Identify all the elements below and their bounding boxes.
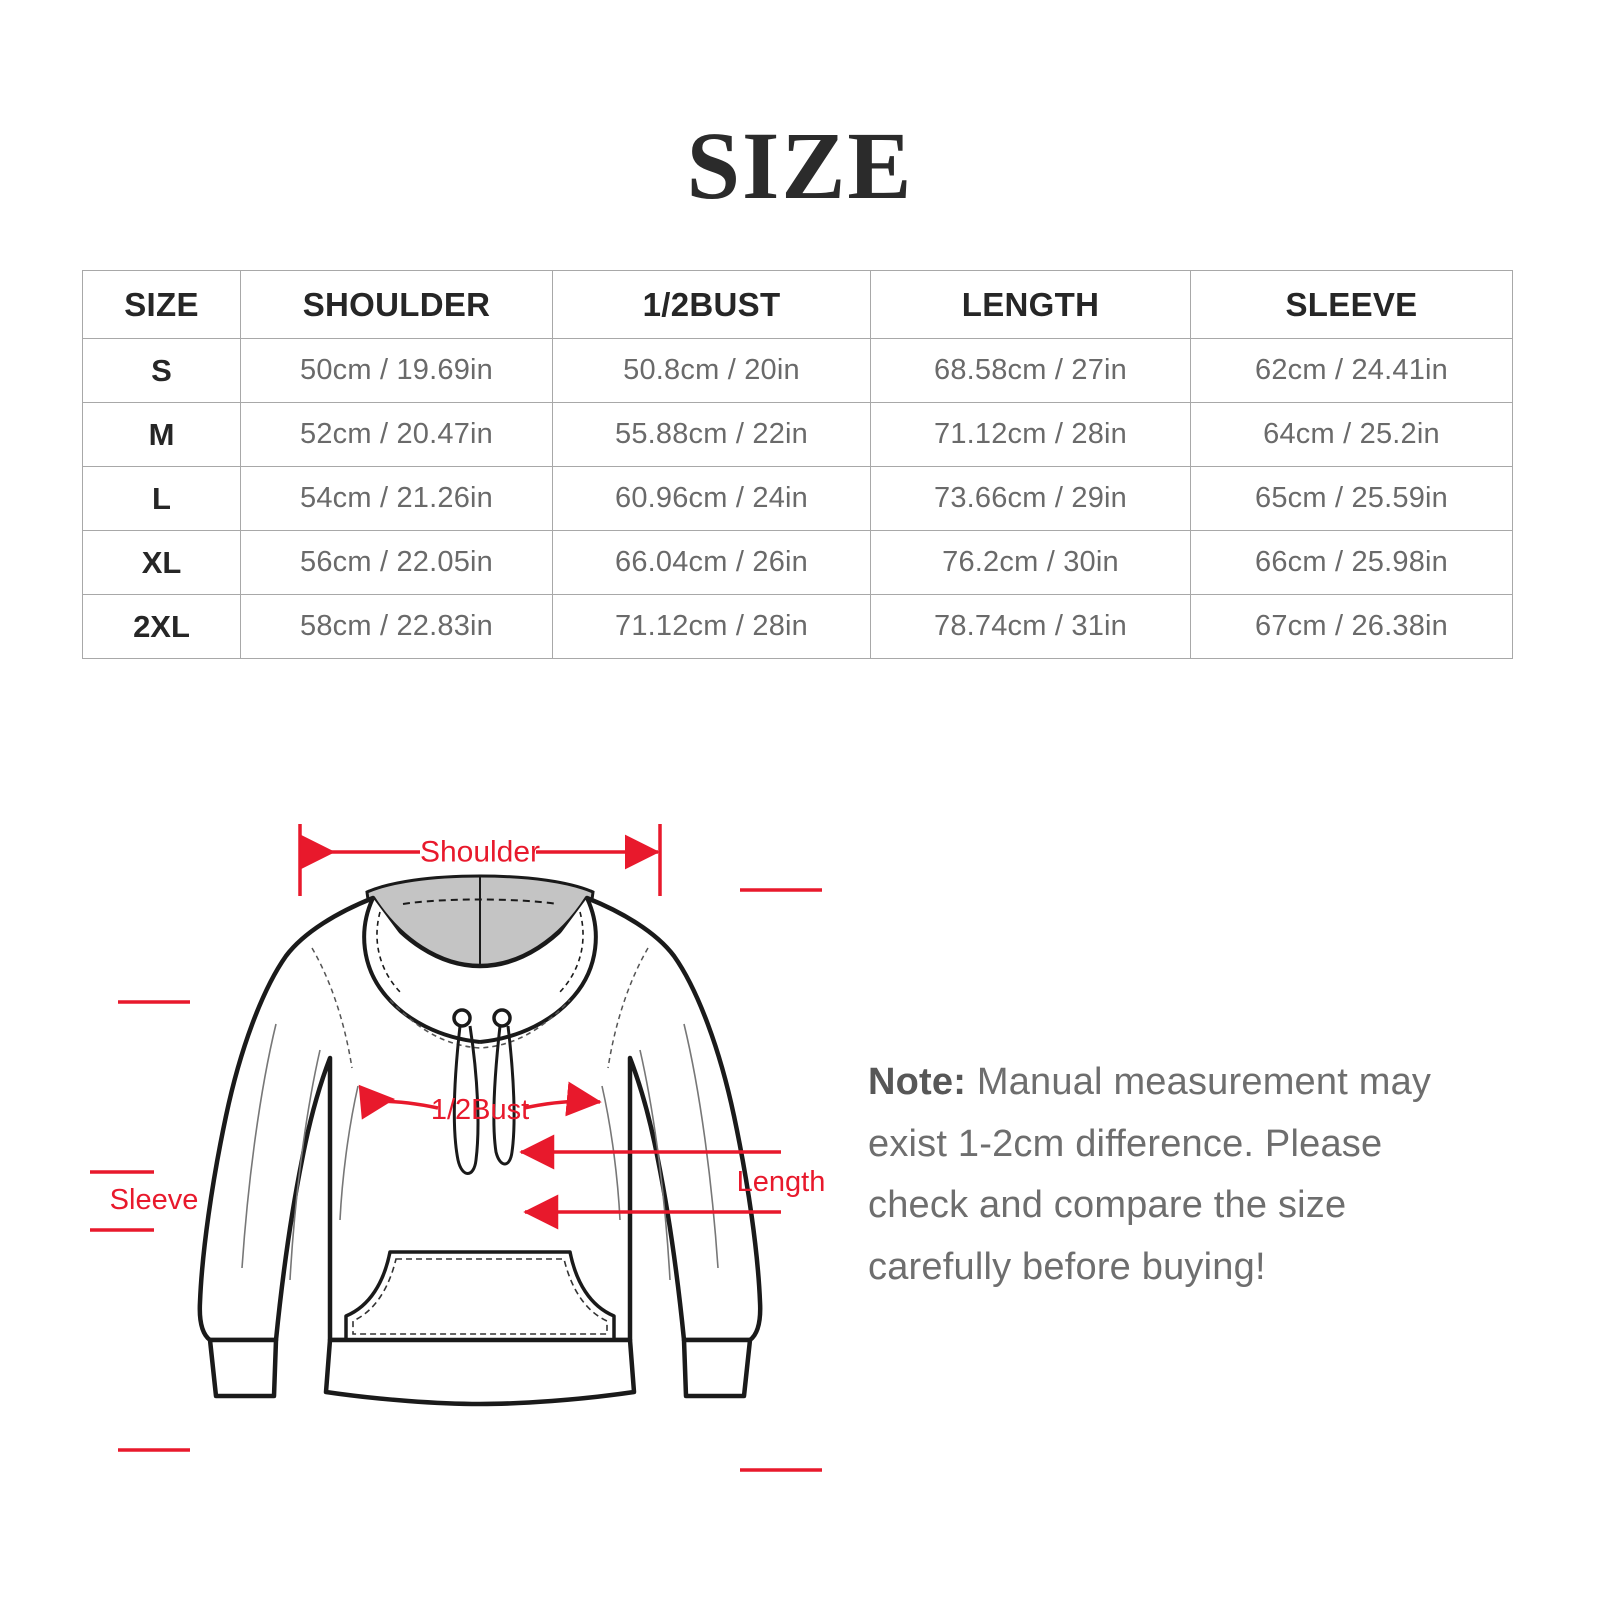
hood-left-inner-fold	[376, 911, 403, 995]
cell-sleeve-xl: 66cm / 25.98in	[1190, 530, 1513, 595]
cell-shoulder-l: 54cm / 21.26in	[240, 466, 553, 531]
hood-right-drape	[479, 897, 598, 1044]
hoodie-illustration	[197, 874, 763, 1407]
cell-bust-2xl: 71.12cm / 28in	[552, 594, 871, 659]
table-row: M 52cm / 20.47in 55.88cm / 22in 71.12cm …	[82, 402, 1513, 467]
size-table-container: SIZE SHOULDER 1/2BUST LENGTH SLEEVE S 50…	[82, 270, 1513, 659]
page-title: SIZE	[686, 112, 914, 219]
drawstring-right	[492, 1025, 516, 1166]
left-cuff	[207, 1337, 279, 1399]
cell-length-m: 71.12cm / 28in	[870, 402, 1191, 467]
left-body-drape	[339, 1085, 359, 1221]
shoulder-label: Shoulder	[420, 836, 540, 869]
left-shoulder-seam	[311, 947, 353, 1069]
cell-length-xl: 76.2cm / 30in	[870, 530, 1191, 595]
cell-sleeve-s: 62cm / 24.41in	[1190, 338, 1513, 403]
row-label-l: L	[82, 466, 241, 531]
hoodie-measurement-diagram: Shoulder 1/2Bust Length	[90, 800, 890, 1520]
drawstring-grommet-left	[452, 1008, 472, 1028]
row-label-m: M	[82, 402, 241, 467]
shoulder-measurement: Shoulder	[298, 824, 662, 896]
row-label-2xl: 2XL	[82, 594, 241, 659]
cell-sleeve-m: 64cm / 25.2in	[1190, 402, 1513, 467]
sleeve-measurement: Sleeve	[90, 1000, 199, 1452]
column-header-shoulder: SHOULDER	[240, 270, 553, 339]
note-label: Note:	[868, 1061, 967, 1103]
cell-sleeve-l: 65cm / 25.59in	[1190, 466, 1513, 531]
table-row: S 50cm / 19.69in 50.8cm / 20in 68.58cm /…	[82, 338, 1513, 403]
sleeve-label: Sleeve	[110, 1184, 199, 1216]
note-text: Manual measurement may exist 1-2cm diffe…	[868, 1061, 1432, 1288]
cell-length-2xl: 78.74cm / 31in	[870, 594, 1191, 659]
column-header-sleeve: SLEEVE	[1190, 270, 1513, 339]
row-label-s: S	[82, 338, 241, 403]
left-sleeve-fold-a	[241, 1023, 277, 1269]
cell-shoulder-xl: 56cm / 22.05in	[240, 530, 553, 595]
column-header-length: LENGTH	[870, 270, 1191, 339]
hood-inner-stitch	[402, 898, 558, 905]
hem-band	[323, 1337, 637, 1407]
table-row: 2XL 58cm / 22.83in 71.12cm / 28in 78.74c…	[82, 594, 1513, 659]
table-header: SIZE SHOULDER 1/2BUST LENGTH SLEEVE	[82, 270, 1513, 339]
right-shoulder-seam	[607, 947, 649, 1069]
right-sleeve-fold-a	[683, 1023, 719, 1269]
table-row: L 54cm / 21.26in 60.96cm / 24in 73.66cm …	[82, 466, 1513, 531]
cell-shoulder-m: 52cm / 20.47in	[240, 402, 553, 467]
table-row: XL 56cm / 22.05in 66.04cm / 26in 76.2cm …	[82, 530, 1513, 595]
drawstring-grommet-right	[492, 1008, 512, 1028]
row-label-xl: XL	[82, 530, 241, 595]
left-sleeve-fold-b	[289, 1049, 321, 1281]
neckline-stitch	[389, 999, 571, 1049]
right-cuff	[681, 1337, 753, 1399]
table-body: S 50cm / 19.69in 50.8cm / 20in 68.58cm /…	[82, 338, 1513, 659]
column-header-bust: 1/2BUST	[552, 270, 871, 339]
cell-shoulder-2xl: 58cm / 22.83in	[240, 594, 553, 659]
column-header-size: SIZE	[82, 270, 241, 339]
length-label: Length	[737, 1166, 826, 1198]
cell-bust-m: 55.88cm / 22in	[552, 402, 871, 467]
table-header-row: SIZE SHOULDER 1/2BUST LENGTH SLEEVE	[82, 270, 1513, 339]
cell-bust-xl: 66.04cm / 26in	[552, 530, 871, 595]
drawstring-left	[452, 1025, 480, 1175]
cell-length-l: 73.66cm / 29in	[870, 466, 1191, 531]
cell-length-s: 68.58cm / 27in	[870, 338, 1191, 403]
pocket-stitch	[352, 1258, 608, 1335]
cell-bust-l: 60.96cm / 24in	[552, 466, 871, 531]
measurement-note: Note: Manual measurement may exist 1-2cm…	[868, 1052, 1488, 1298]
bust-measurement: 1/2Bust	[358, 1081, 602, 1126]
right-body-drape	[601, 1085, 621, 1221]
right-sleeve-fold-b	[639, 1049, 671, 1281]
bust-arrow-right	[523, 1081, 602, 1117]
hood-left-drape	[362, 897, 481, 1044]
hood-right-inner-fold	[557, 911, 584, 995]
cell-shoulder-s: 50cm / 19.69in	[240, 338, 553, 403]
bust-arrow-left	[358, 1084, 439, 1120]
cell-sleeve-2xl: 67cm / 26.38in	[1190, 594, 1513, 659]
kangaroo-pocket	[344, 1250, 616, 1342]
cell-bust-s: 50.8cm / 20in	[552, 338, 871, 403]
size-chart-table: SIZE SHOULDER 1/2BUST LENGTH SLEEVE S 50…	[82, 270, 1513, 659]
measurement-annotations: Shoulder 1/2Bust Length	[90, 824, 826, 1472]
hoodie-body-outline	[197, 895, 763, 1343]
length-measurement: Length	[519, 888, 826, 1472]
bust-label: 1/2Bust	[431, 1094, 529, 1126]
